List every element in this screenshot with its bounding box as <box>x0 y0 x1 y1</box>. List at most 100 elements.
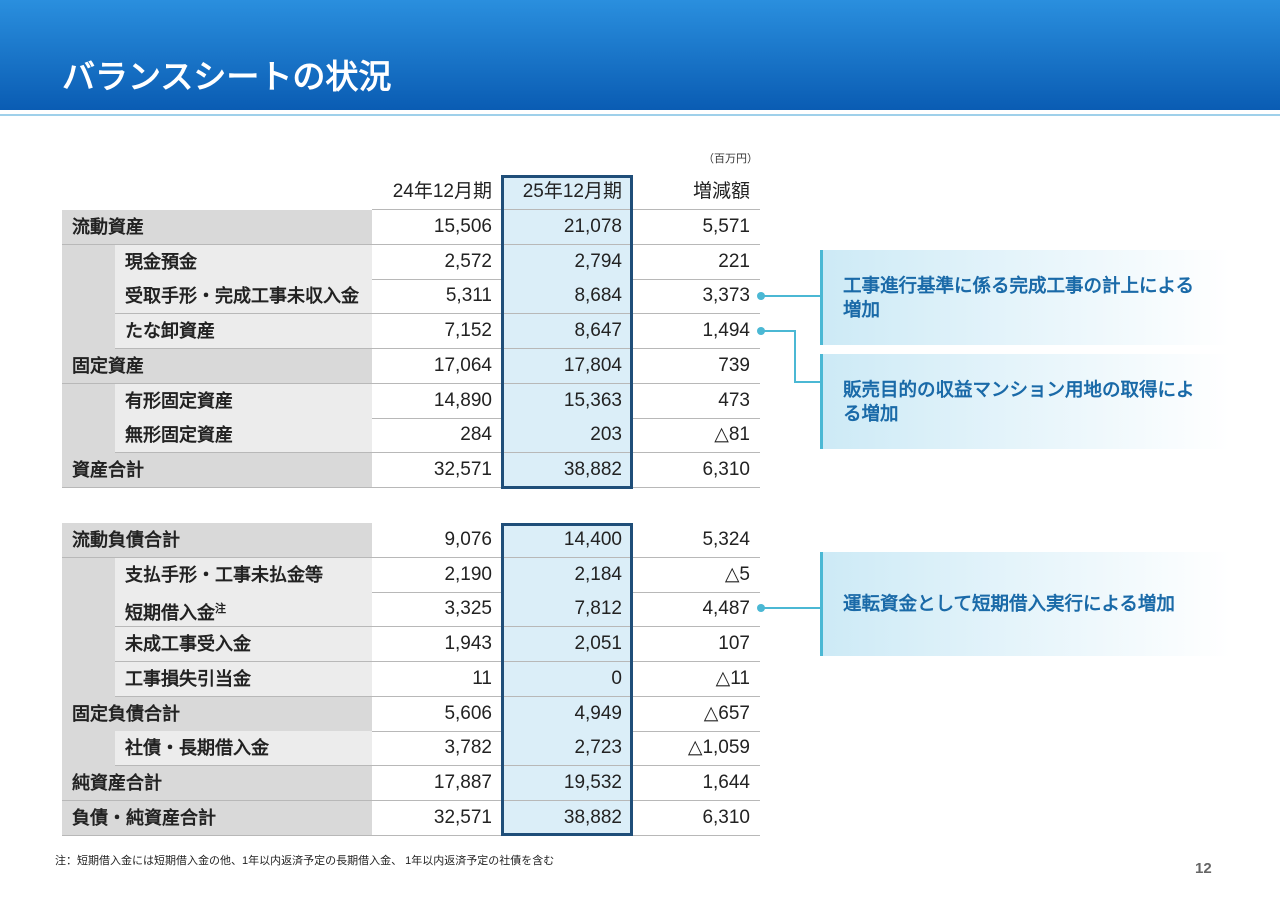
cell-value: 3,782 <box>372 731 502 767</box>
row-label: 現金預金 <box>115 244 372 280</box>
cell-value: 6,310 <box>632 801 760 836</box>
header-band <box>0 0 1280 110</box>
cell-value: 2,184 <box>502 557 632 593</box>
row-label: 受取手形・完成工事未収入金 <box>115 279 372 315</box>
row-label: 流動負債合計 <box>62 523 372 558</box>
cell-value: 1,494 <box>632 314 760 350</box>
unit: （百万円） <box>703 153 758 165</box>
indent-cell <box>62 627 115 663</box>
label-text: 支払手形・工事未払金等 <box>125 564 323 585</box>
cell-value: 1,644 <box>632 766 760 801</box>
row-label: 流動資産 <box>62 210 372 245</box>
cell-value: 38,882 <box>502 800 632 836</box>
highlight-frame <box>501 523 633 837</box>
indent-cell <box>62 661 115 697</box>
cell-value: 17,887 <box>372 766 502 801</box>
column-header: 増減額 <box>632 175 760 210</box>
row-label: 短期借入金注 <box>115 592 372 628</box>
cell-value: 21,078 <box>502 210 632 245</box>
cell-value: 2,572 <box>372 245 502 280</box>
cell-value: 32,571 <box>372 801 502 836</box>
cell-value: △657 <box>632 697 760 732</box>
cell-value: 17,064 <box>372 349 502 384</box>
label-text: 社債・長期借入金 <box>125 738 269 759</box>
cell-value: 8,647 <box>502 314 632 350</box>
row-label: たな卸資産 <box>115 314 372 350</box>
cell-value: 19,532 <box>502 765 632 801</box>
row-label: 固定資産 <box>62 348 372 384</box>
cell-value: 17,804 <box>502 348 632 384</box>
indent-cell <box>62 244 115 280</box>
callout: 運転資金として短期借入実行による増加 <box>820 552 1230 656</box>
indent-cell <box>62 314 115 350</box>
cell-value: 284 <box>372 418 502 454</box>
cell-value: 5,324 <box>632 523 760 558</box>
cell-value: 221 <box>632 245 760 280</box>
row-label: 社債・長期借入金 <box>115 731 372 767</box>
indent-cell <box>62 592 115 628</box>
note-mark: 注 <box>215 603 226 616</box>
cell-value: 739 <box>632 349 760 384</box>
cell-value: △11 <box>632 662 760 697</box>
cell-value: 2,190 <box>372 558 502 593</box>
cell-value: 15,506 <box>372 210 502 245</box>
cell-value: 107 <box>632 627 760 663</box>
cell-value: 4,949 <box>502 696 632 732</box>
row-label: 負債・純資産合計 <box>62 800 372 836</box>
label-text: たな卸資産 <box>125 321 215 342</box>
column-header: 24年12月期 <box>372 175 502 210</box>
row-label: 資産合計 <box>62 452 372 488</box>
callout: 販売目的の収益マンション用地の取得による増加 <box>820 354 1230 449</box>
column-header: 25年12月期 <box>502 175 632 210</box>
row-label: 工事損失引当金 <box>115 661 372 697</box>
cell-value: 3,325 <box>372 592 502 628</box>
cell-value: 6,310 <box>632 453 760 488</box>
label-text: 短期借入金 <box>125 603 215 624</box>
label-text: 工事損失引当金 <box>125 668 251 689</box>
label-text: 未成工事受入金 <box>125 634 251 655</box>
cell-value: 11 <box>372 662 502 697</box>
cell-value: 2,794 <box>502 244 632 280</box>
highlight-frame <box>501 175 633 489</box>
cell-value: 2,051 <box>502 627 632 663</box>
cell-value: 3,373 <box>632 279 760 315</box>
cell-value: 15,363 <box>502 383 632 419</box>
cell-value: 473 <box>632 384 760 419</box>
row-label: 純資産合計 <box>62 765 372 801</box>
cell-value: 203 <box>502 418 632 454</box>
indent-cell <box>62 279 115 315</box>
cell-value: △81 <box>632 418 760 454</box>
cell-value: 5,606 <box>372 697 502 732</box>
indent-cell <box>62 731 115 767</box>
cell-value: 0 <box>502 661 632 697</box>
indent-cell <box>62 383 115 419</box>
label-text: 無形固定資産 <box>125 425 233 446</box>
row-label: 有形固定資産 <box>115 383 372 419</box>
cell-value: 14,890 <box>372 384 502 419</box>
indent-cell <box>62 557 115 593</box>
cell-value: 5,571 <box>632 210 760 245</box>
cell-value: △1,059 <box>632 731 760 767</box>
page-number: 12 <box>1195 860 1212 877</box>
title: バランスシートの状況 <box>62 58 392 95</box>
label-text: 現金預金 <box>125 251 197 272</box>
cell-value: △5 <box>632 558 760 593</box>
row-label: 支払手形・工事未払金等 <box>115 557 372 593</box>
row-label: 未成工事受入金 <box>115 627 372 663</box>
row-label: 無形固定資産 <box>115 418 372 454</box>
header-rule <box>0 114 1280 116</box>
label-text: 受取手形・完成工事未収入金 <box>125 286 359 307</box>
cell-value: 14,400 <box>502 523 632 558</box>
cell-value: 38,882 <box>502 452 632 488</box>
cell-value: 7,152 <box>372 314 502 350</box>
cell-value: 8,684 <box>502 279 632 315</box>
cell-value: 2,723 <box>502 731 632 767</box>
row-label: 固定負債合計 <box>62 696 372 732</box>
cell-value: 5,311 <box>372 279 502 315</box>
callout: 工事進行基準に係る完成工事の計上による増加 <box>820 250 1230 345</box>
footnote: 注：短期借入金には短期借入金の他、1年以内返済予定の長期借入金、 1年以内返済予… <box>55 855 555 867</box>
label-text: 有形固定資産 <box>125 390 233 411</box>
cell-value: 4,487 <box>632 592 760 628</box>
